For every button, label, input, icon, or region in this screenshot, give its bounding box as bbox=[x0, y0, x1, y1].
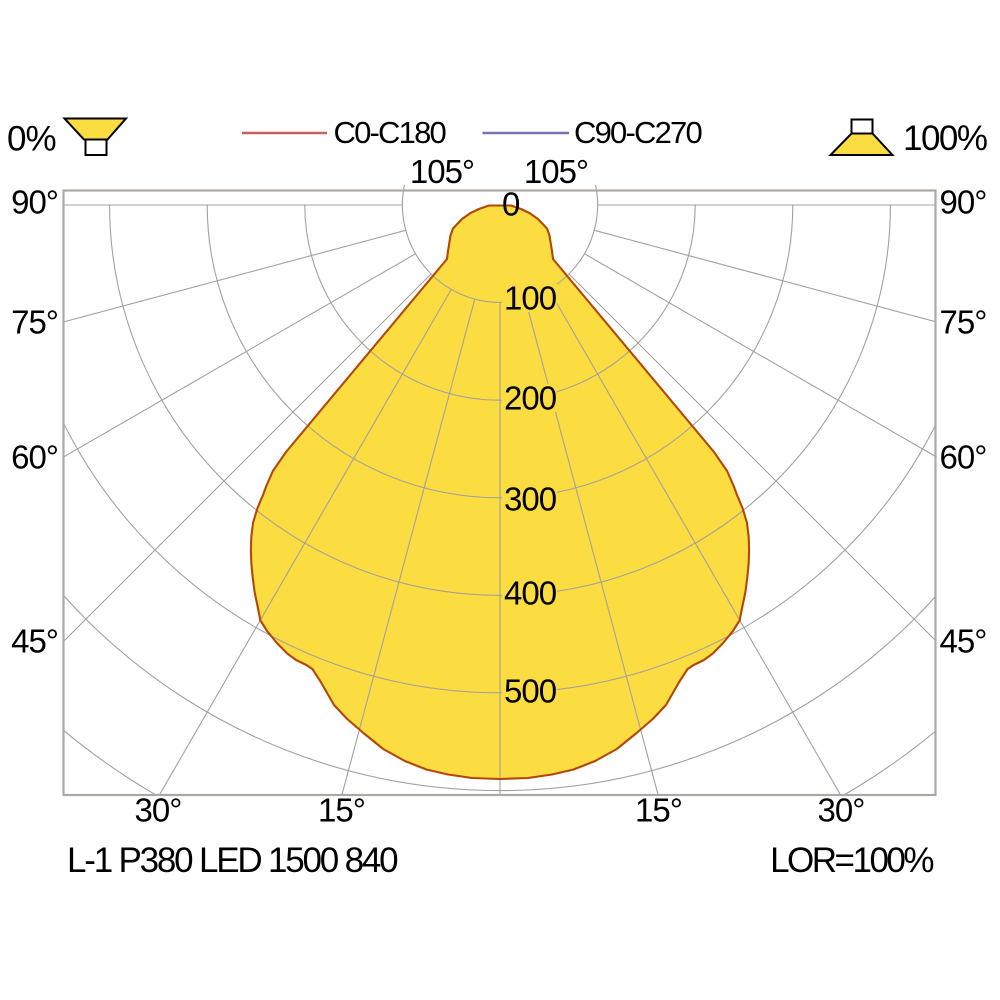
svg-text:45°: 45° bbox=[940, 623, 987, 660]
svg-text:105°: 105° bbox=[524, 153, 588, 190]
svg-text:100: 100 bbox=[504, 280, 557, 317]
svg-text:200: 200 bbox=[504, 380, 557, 417]
svg-text:105°: 105° bbox=[410, 153, 474, 190]
svg-text:60°: 60° bbox=[940, 439, 987, 476]
svg-text:75°: 75° bbox=[11, 304, 58, 341]
svg-text:C90-C270: C90-C270 bbox=[574, 115, 702, 150]
svg-text:75°: 75° bbox=[940, 304, 987, 341]
svg-text:0: 0 bbox=[502, 186, 520, 223]
svg-text:500: 500 bbox=[504, 673, 557, 710]
svg-text:0%: 0% bbox=[7, 120, 56, 159]
svg-text:LOR=100%: LOR=100% bbox=[770, 841, 933, 880]
svg-text:100%: 100% bbox=[903, 119, 987, 158]
svg-text:15°: 15° bbox=[635, 792, 682, 829]
svg-text:15°: 15° bbox=[318, 792, 365, 829]
svg-text:60°: 60° bbox=[11, 439, 58, 476]
svg-text:30°: 30° bbox=[135, 792, 182, 829]
svg-text:C0-C180: C0-C180 bbox=[334, 115, 447, 150]
svg-text:45°: 45° bbox=[11, 623, 58, 660]
svg-text:L-1 P380 LED 1500 840: L-1 P380 LED 1500 840 bbox=[67, 841, 398, 880]
svg-text:400: 400 bbox=[504, 575, 557, 612]
svg-text:300: 300 bbox=[504, 481, 557, 518]
svg-text:30°: 30° bbox=[818, 792, 865, 829]
svg-text:90°: 90° bbox=[11, 184, 58, 221]
svg-text:90°: 90° bbox=[940, 184, 987, 221]
